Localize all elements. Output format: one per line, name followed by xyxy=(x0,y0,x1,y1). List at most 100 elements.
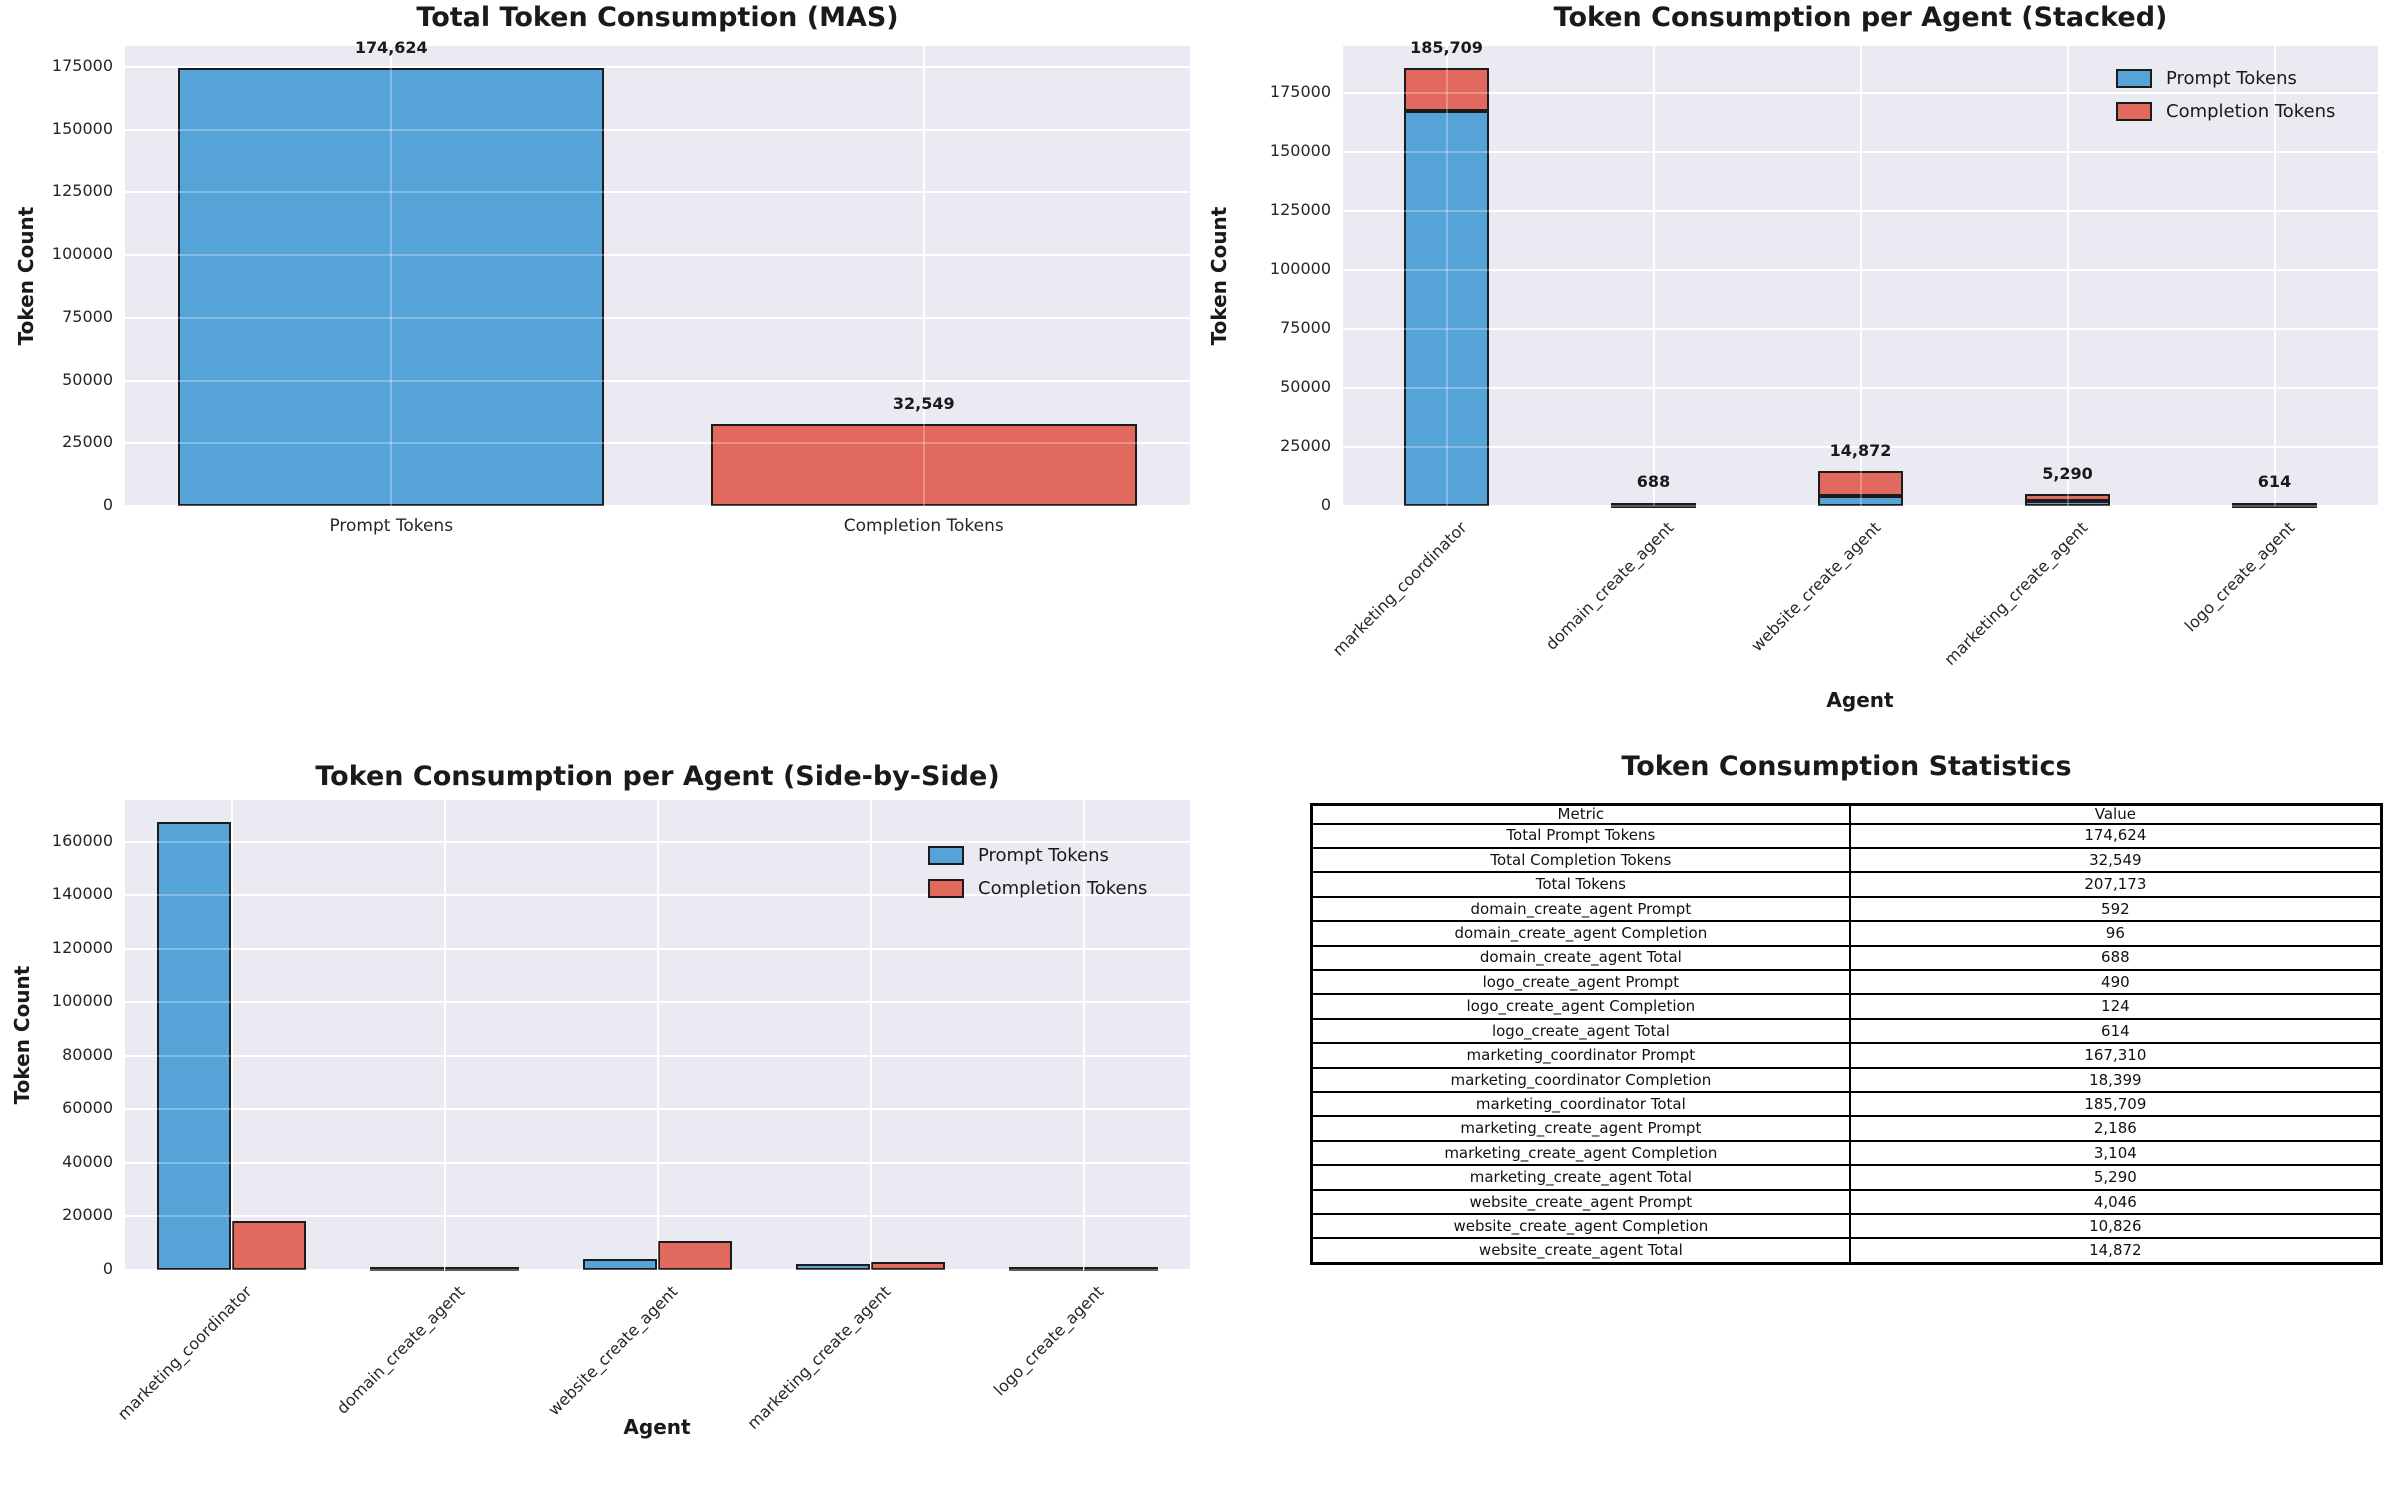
table-row: Total Completion Tokens 32,549 xyxy=(1310,846,2383,874)
bar-segment-completion-tokens-domain_create_agent xyxy=(1611,502,1696,507)
bar-value-label: 688 xyxy=(1636,472,1671,491)
y-tick-label: 140000 xyxy=(51,884,113,904)
gridline-y xyxy=(125,840,1190,843)
gridline-y xyxy=(1343,387,2378,390)
gridline-y xyxy=(1343,269,2378,272)
x-tick-label: marketing_create_agent xyxy=(742,1282,894,1433)
table-cell: domain_create_agent Total xyxy=(1310,944,1851,971)
bar-segment-prompt-tokens-website_create_agent xyxy=(1818,496,1903,506)
gridline-y xyxy=(125,1161,1190,1164)
y-tick-label: 80000 xyxy=(62,1044,113,1064)
bar-completion-tokens-website_create_agent xyxy=(657,1241,733,1270)
table-cell: 688 xyxy=(1848,944,2383,971)
table-cell: 592 xyxy=(1848,895,2383,923)
bar-segment-completion-tokens-logo_create_agent xyxy=(2232,502,2317,507)
y-tick-label: 125000 xyxy=(51,181,113,201)
bar-prompt-tokens xyxy=(178,67,605,506)
legend-label: Completion Tokens xyxy=(978,878,1148,899)
table-cell: 167,310 xyxy=(1848,1042,2383,1069)
chart-token-consumption-stacked: Token Consumption per Agent (Stacked) To… xyxy=(1193,0,2386,743)
bar-completion-tokens-marketing_create_agent xyxy=(870,1261,946,1270)
gridline-y xyxy=(125,1161,1190,1164)
table-row: logo_create_agent Completion 124 xyxy=(1310,993,2383,1020)
gridline-y xyxy=(125,1215,1190,1218)
table-row: logo_create_agent Total 614 xyxy=(1310,1017,2383,1045)
table-row: marketing_create_agent Prompt 2,186 xyxy=(1310,1115,2383,1142)
legend-entry: Completion Tokens xyxy=(2116,101,2335,122)
gridline-x xyxy=(443,800,446,1270)
table-row: website_create_agent Total 14,872 xyxy=(1310,1237,2383,1265)
table-cell: website_create_agent Completion xyxy=(1310,1212,1851,1240)
legend-label: Prompt Tokens xyxy=(978,845,1109,866)
y-tick-label: 175000 xyxy=(1269,82,1331,102)
bar-segment-prompt-tokens-marketing_create_agent xyxy=(2025,500,2110,506)
table-cell: 174,624 xyxy=(1848,822,2383,849)
gridline-y xyxy=(125,1001,1190,1004)
table-cell: 185,709 xyxy=(1848,1090,2383,1118)
chart-token-consumption-side-by-side: Token Consumption per Agent (Side-by-Sid… xyxy=(0,743,1193,1485)
table-cell: 124 xyxy=(1848,993,2383,1020)
gridline-x xyxy=(656,800,659,1270)
gridline-y xyxy=(125,1108,1190,1111)
bar-value-label: 614 xyxy=(2257,472,2292,491)
y-tick-label: 75000 xyxy=(62,306,113,326)
table-cell: domain_create_agent Completion xyxy=(1310,920,1851,947)
legend-label: Completion Tokens xyxy=(2166,101,2336,122)
y-tick-label: 160000 xyxy=(51,830,113,850)
table-row: marketing_coordinator Prompt 167,310 xyxy=(1310,1042,2383,1069)
y-tick-label: 0 xyxy=(1320,495,1331,514)
table-cell: 5,290 xyxy=(1848,1164,2383,1191)
gridline-y xyxy=(1343,151,2378,154)
table-row: domain_create_agent Total 688 xyxy=(1310,944,2383,971)
y-tick-label: 150000 xyxy=(51,118,113,138)
table-cell: marketing_create_agent Completion xyxy=(1310,1139,1851,1167)
statistics-table-header: Metric Value xyxy=(1310,803,2383,825)
gridline-x xyxy=(1652,46,1655,506)
table-cell: 4,046 xyxy=(1848,1188,2383,1216)
x-tick-label: marketing_coordinator xyxy=(1328,518,1470,660)
table-cell: 3,104 xyxy=(1848,1139,2383,1167)
y-tick-label: 120000 xyxy=(51,937,113,957)
table-header-cell: Metric xyxy=(1310,803,1851,825)
x-tick-label: Completion Tokens xyxy=(843,516,1004,536)
y-tick-label: 100000 xyxy=(51,244,113,264)
legend: Prompt Tokens Completion Tokens xyxy=(2116,68,2335,122)
gridline-y xyxy=(125,840,1190,843)
table-row: marketing_create_agent Completion 3,104 xyxy=(1310,1139,2383,1167)
bar-prompt-tokens-marketing_coordinator xyxy=(156,822,232,1270)
table-cell: 614 xyxy=(1848,1017,2383,1045)
table-cell: logo_create_agent Total xyxy=(1310,1017,1851,1045)
table-cell: marketing_coordinator Completion xyxy=(1310,1066,1851,1093)
gridline-y xyxy=(1343,151,2378,154)
gridline-x xyxy=(2066,46,2069,506)
bar-value-label: 5,290 xyxy=(2042,463,2093,483)
table-header-cell: Value xyxy=(1848,803,2383,825)
bar-prompt-tokens-domain_create_agent xyxy=(369,1267,445,1271)
y-tick-label: 50000 xyxy=(62,369,113,389)
gridline-y xyxy=(125,1001,1190,1004)
legend-label: Prompt Tokens xyxy=(2166,68,2297,89)
table-row: website_create_agent Prompt 4,046 xyxy=(1310,1188,2383,1216)
gridline-y xyxy=(1343,387,2378,390)
x-axis-label-stacked: Agent xyxy=(1826,688,1894,712)
y-tick-label: 40000 xyxy=(62,1151,113,1171)
table-cell: website_create_agent Total xyxy=(1310,1237,1851,1265)
statistics-table: Metric Value Total Prompt Tokens 174,624 To… xyxy=(1310,803,2383,1265)
gridline-x xyxy=(1859,46,1862,506)
legend-entry: Prompt Tokens xyxy=(928,845,1147,866)
chart-title-side-by-side: Token Consumption per Agent (Side-by-Sid… xyxy=(315,761,1000,792)
x-axis-label-side-by-side: Agent xyxy=(623,1415,691,1439)
y-tick-label: 175000 xyxy=(51,55,113,75)
table-cell: Total Completion Tokens xyxy=(1310,846,1851,874)
x-tick-label: website_create_agent xyxy=(1746,518,1884,656)
x-tick-label: website_create_agent xyxy=(543,1282,681,1420)
table-row: marketing_create_agent Total 5,290 xyxy=(1310,1164,2383,1191)
table-row: domain_create_agent Completion 96 xyxy=(1310,920,2383,947)
prompt-tokens-swatch xyxy=(928,846,964,865)
gridline-y xyxy=(125,947,1190,950)
y-tick-label: 60000 xyxy=(62,1098,113,1118)
gridline-y xyxy=(1343,210,2378,213)
gridline-y xyxy=(125,947,1190,950)
gridline-x xyxy=(656,800,659,1270)
